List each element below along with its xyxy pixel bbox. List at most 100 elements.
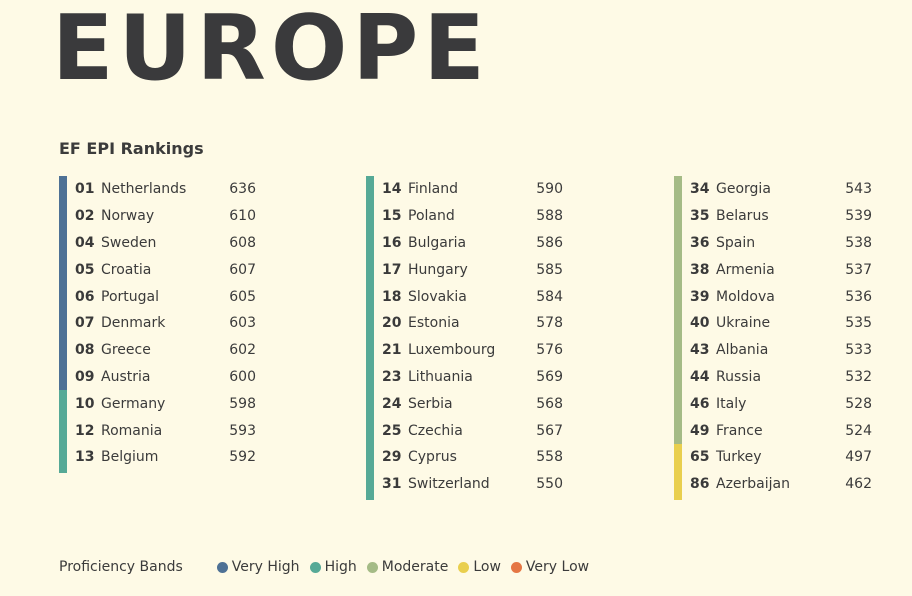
rank-number: 06 (75, 288, 95, 305)
country-name: Moldova (716, 288, 775, 305)
ranking-row: 10 Germany 598 (75, 390, 256, 417)
score-value: 532 (845, 368, 872, 385)
country-name: Poland (408, 208, 455, 225)
legend-dot-icon (510, 561, 522, 573)
ranking-row: 40 Ukraine 535 (690, 310, 872, 337)
country-name: Switzerland (408, 476, 490, 493)
score-value: 590 (536, 181, 563, 198)
country-name: Russia (716, 368, 762, 385)
score-value: 462 (845, 476, 872, 493)
ranking-row: 29 Cyprus 558 (382, 444, 563, 471)
country-name: Albania (716, 342, 769, 359)
legend-label: Very Low (525, 559, 590, 575)
band-bar-moderate (674, 176, 682, 444)
country-name: Slovakia (408, 288, 467, 305)
legend-dot-icon (309, 561, 321, 573)
rank-number: 14 (382, 181, 402, 198)
ranking-row: 15 Poland 588 (382, 203, 563, 230)
legend-item-very-high: Very High (216, 559, 300, 575)
score-value: 567 (536, 422, 563, 439)
ranking-row: 13 Belgium 592 (75, 444, 256, 471)
rank-number: 65 (690, 449, 710, 466)
country-name: Croatia (101, 261, 152, 278)
ranking-row: 25 Czechia 567 (382, 417, 563, 444)
legend-item-low: Low (458, 559, 501, 575)
score-value: 569 (536, 368, 563, 385)
country-name: Belgium (101, 449, 159, 466)
score-value: 605 (229, 288, 256, 305)
legend-dot-icon (216, 561, 228, 573)
band-bar-low (674, 444, 682, 500)
ranking-row: 23 Lithuania 569 (382, 364, 563, 391)
ranking-row: 17 Hungary 585 (382, 256, 563, 283)
score-value: 543 (845, 181, 872, 198)
score-value: 600 (229, 368, 256, 385)
country-name: Netherlands (101, 181, 187, 198)
legend-label: High (324, 559, 357, 575)
ranking-row: 38 Armenia 537 (690, 256, 872, 283)
ranking-row: 16 Bulgaria 586 (382, 230, 563, 257)
rank-number: 86 (690, 476, 710, 493)
rank-number: 01 (75, 181, 95, 198)
proficiency-legend: Proficiency Bands Very High High Moderate L… (59, 559, 599, 575)
legend-label: Very High (231, 559, 300, 575)
rank-number: 02 (75, 208, 95, 225)
rank-number: 09 (75, 368, 95, 385)
band-bar-high (59, 390, 67, 473)
score-value: 533 (845, 342, 872, 359)
country-name: Sweden (101, 234, 157, 251)
rankings-column-3: 34 Georgia 543 35 Belarus 539 36 Spain 538 38 Arme… (674, 176, 872, 500)
page-title: EUROPE (52, 0, 490, 101)
rank-number: 17 (382, 261, 402, 278)
country-name: Belarus (716, 208, 769, 225)
rank-number: 05 (75, 261, 95, 278)
rank-number: 24 (382, 395, 402, 412)
country-name: Turkey (716, 449, 762, 466)
score-value: 568 (536, 395, 563, 412)
country-name: Greece (101, 342, 151, 359)
country-name: Ukraine (716, 315, 771, 332)
score-value: 585 (536, 261, 563, 278)
rankings-subtitle: EF EPI Rankings (59, 139, 204, 158)
ranking-row: 65 Turkey 497 (690, 444, 872, 471)
legend-label: Low (473, 559, 501, 575)
country-name: Romania (101, 422, 163, 439)
ranking-row: 08 Greece 602 (75, 337, 256, 364)
score-value: 550 (536, 476, 563, 493)
legend-item-very-low: Very Low (510, 559, 590, 575)
country-name: Armenia (716, 261, 775, 278)
country-name: Bulgaria (408, 234, 467, 251)
ranking-row: 35 Belarus 539 (690, 203, 872, 230)
rank-number: 16 (382, 234, 402, 251)
rank-number: 40 (690, 315, 710, 332)
country-name: Estonia (408, 315, 460, 332)
rank-number: 08 (75, 342, 95, 359)
country-name: Cyprus (408, 449, 457, 466)
rank-number: 13 (75, 449, 95, 466)
score-value: 610 (229, 208, 256, 225)
ranking-row: 43 Albania 533 (690, 337, 872, 364)
country-name: Azerbaijan (716, 476, 790, 493)
rank-number: 12 (75, 422, 95, 439)
country-name: France (716, 422, 763, 439)
score-value: 558 (536, 449, 563, 466)
legend-item-high: High (309, 559, 357, 575)
legend-label: Moderate (381, 559, 449, 575)
ranking-row: 14 Finland 590 (382, 176, 563, 203)
rank-number: 07 (75, 315, 95, 332)
rank-number: 29 (382, 449, 402, 466)
score-value: 607 (229, 261, 256, 278)
score-value: 598 (229, 395, 256, 412)
ranking-row: 86 Azerbaijan 462 (690, 471, 872, 498)
rank-number: 23 (382, 368, 402, 385)
score-value: 603 (229, 315, 256, 332)
score-value: 588 (536, 208, 563, 225)
rank-number: 10 (75, 395, 95, 412)
country-name: Denmark (101, 315, 166, 332)
country-name: Hungary (408, 261, 468, 278)
rank-number: 46 (690, 395, 710, 412)
legend-dot-icon (458, 561, 470, 573)
country-name: Czechia (408, 422, 463, 439)
country-name: Portugal (101, 288, 159, 305)
ranking-row: 46 Italy 528 (690, 390, 872, 417)
